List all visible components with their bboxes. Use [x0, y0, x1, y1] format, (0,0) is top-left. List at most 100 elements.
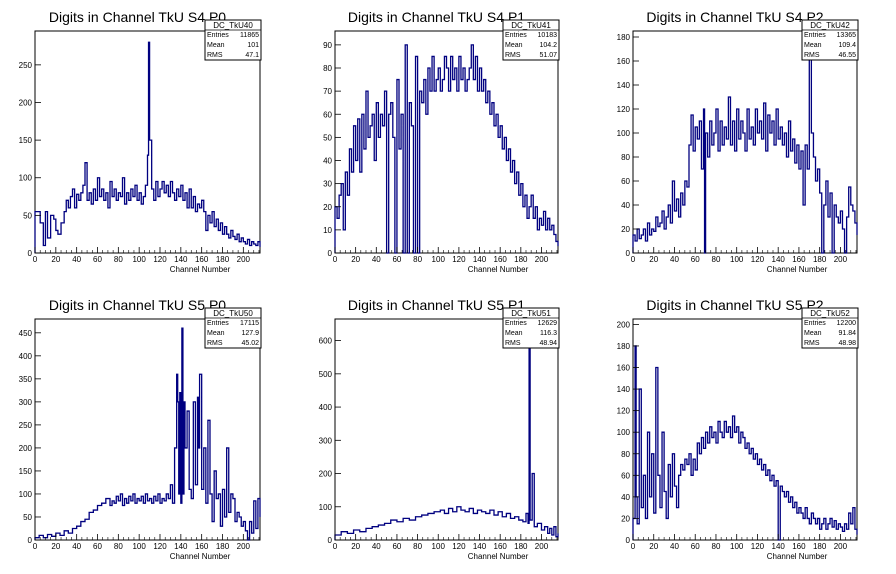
x-tick-label: 60 [392, 542, 401, 551]
y-tick-label: 180 [617, 342, 631, 351]
plot-frame [632, 30, 858, 254]
stats-label: Entries [505, 32, 527, 39]
stats-value: 13365 [837, 32, 857, 39]
x-tick-label: 200 [535, 542, 549, 551]
plot-frame [34, 30, 261, 254]
x-tick-label: 20 [51, 255, 60, 264]
stats-value: 11865 [240, 32, 259, 39]
chart-title: Digits in Channel TkU S5 P0 [49, 297, 226, 313]
y-tick-label: 250 [19, 421, 33, 430]
stats-box-frame [801, 307, 859, 349]
y-tick-label: 120 [617, 105, 631, 114]
x-tick-label: 160 [195, 542, 209, 551]
x-tick-label: 0 [33, 542, 38, 551]
y-tick-label: 450 [19, 329, 33, 338]
x-tick-label: 140 [473, 255, 487, 264]
x-tick-label: 140 [174, 542, 188, 551]
stats-value: 48.98 [838, 340, 856, 347]
y-tick-label: 50 [23, 513, 32, 522]
stats-label: Entries [207, 32, 229, 39]
stats-box: DC_TkU42 Entries 13365 Mean 109.4 RMS 46.55 [801, 19, 859, 61]
y-tick-label: 100 [19, 174, 33, 183]
stats-label: Mean [207, 42, 225, 49]
y-tick-label: 80 [621, 450, 630, 459]
chart-panel-2: Digits in Channel TkU S4 P2 0 20 40 60 80 100 1… [617, 9, 859, 274]
x-tick-label: 160 [494, 542, 508, 551]
stats-label: Entries [207, 320, 229, 327]
chart-panel-3: Digits in Channel TkU S5 P0 0 20 40 60 80 100 1… [19, 297, 262, 561]
stats-name: DC_TkU41 [511, 21, 551, 30]
y-tick-label: 20 [621, 514, 630, 523]
stats-label: Entries [505, 320, 527, 327]
x-tick-label: 0 [631, 542, 636, 551]
x-tick-label: 60 [691, 542, 700, 551]
stats-label: RMS [804, 52, 820, 59]
x-tick-label: 200 [834, 542, 848, 551]
y-tick-label: 100 [617, 428, 631, 437]
x-axis-label: Channel Number [170, 552, 231, 561]
chart-panel-0: Digits in Channel TkU S4 P0 0 20 40 60 80 100 1… [19, 9, 262, 274]
y-tick-label: 40 [621, 201, 630, 210]
chart-panel-1: Digits in Channel TkU S4 P10 20 40 60 80 100 1… [323, 9, 560, 274]
x-tick-label: 20 [649, 542, 658, 551]
stats-value: 46.55 [838, 52, 856, 59]
histogram-line [34, 41, 261, 253]
x-tick-label: 60 [392, 255, 401, 264]
y-tick-label: 90 [323, 41, 332, 50]
stats-box-frame [502, 19, 560, 61]
y-tick-label: 200 [19, 444, 33, 453]
x-tick-label: 160 [494, 255, 508, 264]
y-tick-label: 150 [19, 136, 33, 145]
plot-frame [632, 318, 858, 541]
chart-title: Digits in Channel TkU S5 P1 [348, 297, 525, 313]
y-tick-label: 0 [626, 249, 631, 258]
y-tick-label: 60 [323, 110, 332, 119]
y-tick-label: 350 [19, 375, 33, 384]
histogram-line [632, 345, 858, 541]
x-tick-label: 200 [237, 542, 251, 551]
chart-title: Digits in Channel TkU S4 P1 [348, 9, 525, 25]
y-tick-label: 500 [319, 370, 333, 379]
stats-value: 91.84 [838, 330, 856, 337]
x-tick-label: 80 [114, 542, 123, 551]
x-tick-label: 60 [691, 255, 700, 264]
x-tick-label: 0 [333, 542, 338, 551]
x-tick-label: 120 [452, 255, 466, 264]
x-tick-label: 40 [372, 542, 381, 551]
y-tick-label: 400 [319, 403, 333, 412]
y-tick-label: 20 [621, 225, 630, 234]
x-tick-label: 120 [452, 542, 466, 551]
x-axis-label: Channel Number [468, 265, 529, 274]
x-tick-label: 80 [712, 255, 721, 264]
stats-label: Entries [804, 320, 826, 327]
x-tick-label: 120 [751, 542, 765, 551]
histogram-line [632, 38, 858, 254]
stats-value: 104.2 [539, 42, 557, 49]
x-tick-label: 180 [216, 542, 230, 551]
y-tick-label: 20 [323, 203, 332, 212]
chart-title: Digits in Channel TkU S5 P2 [646, 297, 823, 313]
x-tick-label: 20 [51, 542, 60, 551]
x-tick-label: 40 [72, 542, 81, 551]
stats-name: DC_TkU42 [810, 21, 850, 30]
x-tick-label: 160 [195, 255, 209, 264]
stats-value: 12200 [837, 320, 857, 327]
x-tick-label: 200 [834, 255, 848, 264]
x-tick-label: 100 [132, 542, 146, 551]
plot-frame [334, 30, 559, 254]
y-tick-label: 400 [19, 352, 33, 361]
plot-frame [34, 318, 261, 541]
x-tick-label: 80 [712, 542, 721, 551]
y-tick-label: 40 [621, 493, 630, 502]
stats-name: DC_TkU52 [810, 309, 850, 318]
x-tick-label: 200 [535, 255, 549, 264]
stats-label: RMS [505, 52, 521, 59]
stats-value: 127.9 [241, 330, 259, 337]
stats-label: Mean [207, 330, 225, 337]
x-tick-label: 100 [432, 255, 446, 264]
stats-value: 101 [247, 42, 259, 49]
y-tick-label: 30 [323, 180, 332, 189]
plot-frame [334, 318, 559, 541]
y-tick-label: 200 [617, 320, 631, 329]
